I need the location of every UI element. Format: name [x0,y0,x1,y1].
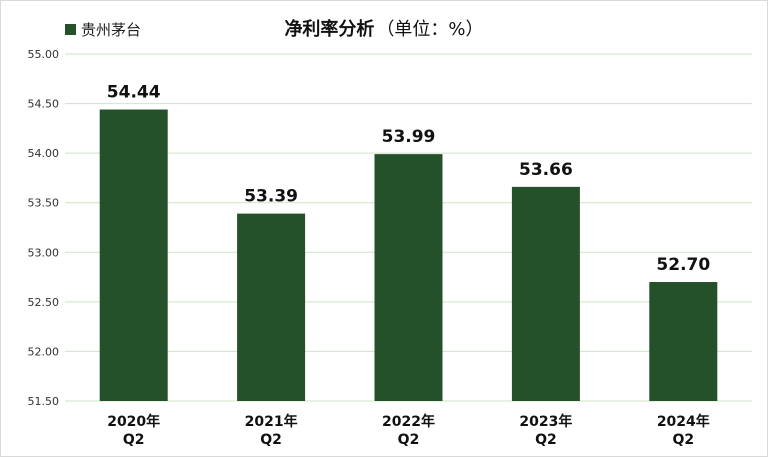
data-label: 54.44 [107,83,161,103]
bar [374,154,443,401]
x-category-label: 2022年 [382,413,435,430]
legend-swatch [65,24,76,35]
legend-label: 贵州茅台 [81,21,142,39]
x-category-sublabel: Q2 [260,432,282,448]
data-label: 53.39 [244,187,298,207]
data-label: 53.66 [519,160,573,180]
x-category-label: 2023年 [519,413,572,430]
y-tick-label: 53.00 [28,246,60,259]
y-tick-label: 52.00 [28,345,60,358]
bar [237,213,306,401]
chart-title-block: 净利率分析 （单位：%） [1,15,767,41]
legend: 贵州茅台 [65,19,141,40]
bar [649,282,718,401]
x-category-sublabel: Q2 [123,432,145,448]
x-category-sublabel: Q2 [672,432,694,448]
data-label: 52.70 [656,255,710,275]
y-tick-label: 55.00 [28,48,60,61]
y-tick-label: 52.50 [28,296,60,309]
bar [99,109,168,402]
x-category-sublabel: Q2 [398,432,420,448]
x-category-sublabel: Q2 [535,432,557,448]
y-tick-label: 51.50 [28,395,60,408]
x-category-label: 2021年 [245,413,298,430]
data-label: 53.99 [382,127,436,147]
x-category-label: 2020年 [107,413,160,430]
chart-title: 净利率分析 [284,19,375,40]
chart-unit-subtitle: （单位：%） [376,19,484,40]
y-tick-label: 54.50 [28,98,60,111]
x-category-label: 2024年 [657,413,710,430]
y-tick-label: 53.50 [28,197,60,210]
bar [511,186,580,401]
y-tick-label: 54.00 [28,147,60,160]
